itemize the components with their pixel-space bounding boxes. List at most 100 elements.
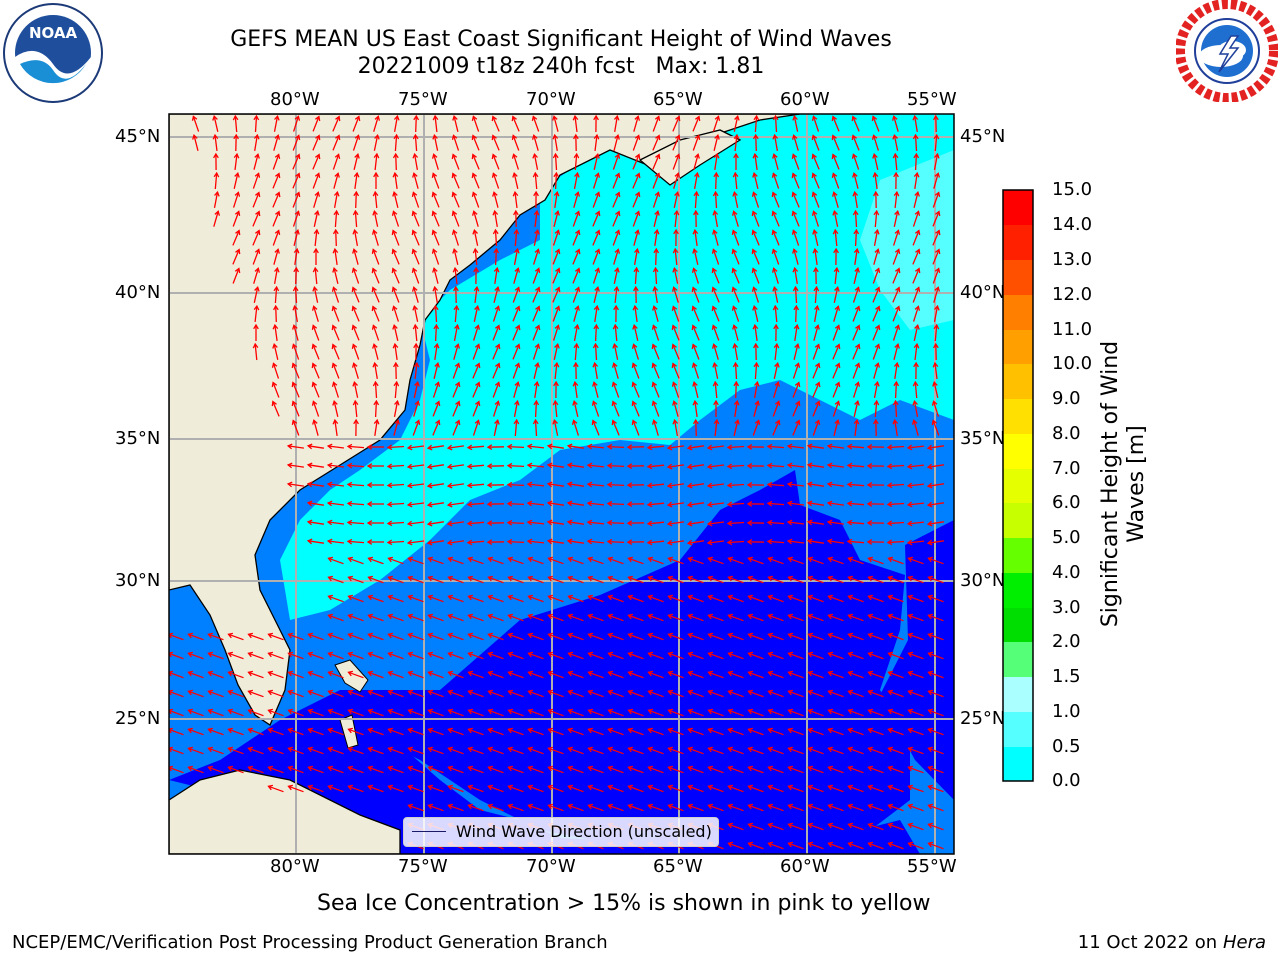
wave-arrow	[773, 154, 779, 170]
wave-arrow-head	[646, 482, 653, 489]
wave-arrow-head	[853, 247, 860, 254]
wave-arrow	[288, 766, 304, 774]
wave-arrow	[428, 766, 444, 774]
wave-arrow-head	[732, 171, 739, 178]
wave-arrow	[353, 229, 359, 247]
wave-arrow-head	[294, 115, 301, 121]
wave-arrow-head	[647, 670, 654, 677]
wave-arrow-head	[691, 286, 698, 293]
wave-arrow-head	[534, 228, 540, 235]
wave-arrow-head	[827, 803, 834, 810]
wave-arrow-head	[927, 575, 934, 582]
wave-band-1.0-1.5	[280, 114, 954, 620]
wave-arrow-head	[614, 229, 621, 236]
wave-arrow	[652, 344, 660, 360]
wave-arrow	[507, 502, 525, 506]
wave-arrow	[335, 229, 337, 247]
wave-arrow-head	[887, 727, 894, 734]
wave-arrow-head	[487, 594, 494, 601]
wave-arrow	[873, 249, 879, 265]
wave-arrow	[728, 576, 744, 584]
wave-arrow-head	[472, 247, 479, 254]
wave-arrow-head	[412, 152, 419, 159]
wave-arrow	[488, 576, 504, 584]
wave-arrow-head	[727, 822, 734, 829]
wave-arrow	[673, 192, 679, 208]
wave-arrow-head	[307, 670, 314, 677]
wave-arrow	[913, 420, 919, 436]
wave-arrow	[508, 747, 524, 755]
lat-label: 40°N	[115, 282, 161, 303]
wave-arrow	[552, 268, 560, 284]
wave-arrow	[572, 230, 580, 246]
wave-arrow	[868, 842, 884, 850]
wave-arrow	[468, 709, 484, 717]
wave-arrow-head	[767, 727, 774, 734]
wave-arrow	[488, 785, 504, 793]
wave-arrow-head	[253, 323, 259, 330]
wave-arrow-head	[286, 481, 293, 488]
wave-arrow-head	[347, 708, 354, 715]
wave-arrow	[607, 483, 625, 487]
wave-arrow-head	[507, 689, 514, 696]
wave-arrow	[774, 344, 778, 360]
colorbar-tick-label: 1.5	[1052, 666, 1081, 687]
wave-arrow	[908, 557, 924, 565]
lon-label: 60°W	[780, 89, 830, 110]
wave-arrow	[528, 633, 544, 641]
wave-arrow-head	[387, 746, 394, 753]
wave-arrow-head	[787, 822, 794, 829]
wave-arrow	[712, 116, 720, 132]
wave-arrow	[392, 306, 400, 322]
wave-arrow	[534, 211, 538, 227]
wave-arrow-head	[332, 247, 339, 254]
wave-arrow-head	[214, 190, 220, 197]
wave-arrow-head	[707, 784, 714, 791]
wave-arrow	[813, 305, 819, 323]
wave-arrow-head	[871, 134, 878, 140]
wave-arrow-head	[792, 114, 798, 121]
wave-arrow	[308, 747, 324, 755]
wave-arrow	[788, 709, 804, 717]
wave-arrow-head	[732, 342, 739, 349]
wave-arrow	[773, 287, 779, 303]
wave-arrow-head	[327, 651, 334, 658]
wave-arrow	[548, 652, 564, 660]
wave-arrow-head	[807, 746, 814, 753]
wave-arrow-head	[366, 482, 373, 488]
wave-arrow-head	[353, 418, 359, 425]
wave-arrow-head	[326, 443, 333, 450]
wave-arrow-head	[607, 613, 614, 620]
wave-arrow	[932, 230, 940, 246]
wave-arrow	[428, 464, 444, 468]
wave-arrow-head	[754, 380, 760, 387]
wave-arrow	[932, 268, 940, 284]
wave-arrow-head	[707, 746, 714, 753]
wave-arrow-head	[367, 765, 374, 772]
wave-arrow-head	[169, 708, 174, 715]
wave-arrow-head	[834, 418, 840, 425]
wave-arrow-head	[834, 305, 841, 311]
wave-arrow	[253, 287, 259, 303]
wave-arrow-head	[652, 266, 659, 273]
wave-arrow-head	[707, 556, 714, 563]
wave-arrow-head	[514, 247, 520, 254]
wave-arrow	[808, 728, 824, 736]
wave-arrow	[433, 154, 439, 170]
wave-arrow-head	[511, 153, 518, 159]
wave-arrow-head	[915, 248, 921, 255]
wave-arrow	[468, 728, 484, 736]
wave-arrow-head	[233, 133, 239, 140]
wave-arrow	[472, 116, 480, 132]
wave-band-1.5-2.0	[860, 150, 954, 330]
wave-arrow-head	[526, 500, 533, 507]
wave-arrow-head	[466, 539, 473, 546]
wave-arrow	[213, 116, 219, 132]
wave-arrow	[652, 116, 660, 132]
wave-arrow-head	[932, 380, 938, 387]
wave-arrow	[912, 268, 920, 284]
wave-arrow-head	[426, 539, 433, 546]
wave-arrow-head	[587, 784, 594, 791]
wave-arrow	[748, 633, 764, 641]
wave-arrow-head	[507, 594, 514, 601]
